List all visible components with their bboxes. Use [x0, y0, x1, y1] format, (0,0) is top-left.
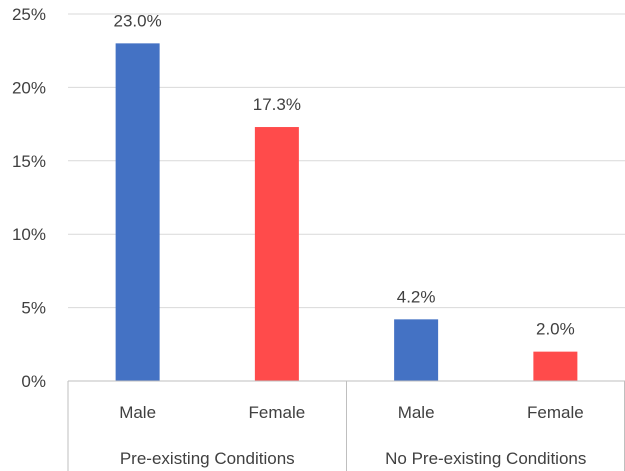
x-category-label: Male: [398, 403, 435, 422]
y-tick-label: 25%: [12, 5, 46, 24]
x-category-label: Female: [249, 403, 306, 422]
gridlines: [68, 13, 625, 309]
data-label: 17.3%: [253, 95, 301, 114]
x-category-label: Male: [119, 403, 156, 422]
y-tick-label: 20%: [12, 78, 46, 97]
bar-female: [254, 127, 299, 381]
y-tick-label: 0%: [21, 372, 46, 391]
bars: [115, 43, 578, 382]
data-labels: 23.0% 17.3% 4.2% 2.0%: [114, 11, 575, 338]
y-tick-label: 5%: [21, 299, 46, 318]
bar-female: [533, 351, 578, 381]
y-axis-ticks: 0% 5% 10% 15% 20% 25%: [12, 5, 46, 391]
y-tick-label: 15%: [12, 152, 46, 171]
data-label: 4.2%: [397, 287, 436, 306]
bar-male: [115, 43, 160, 382]
x-group-label: Pre-existing Conditions: [120, 449, 295, 468]
bar-male: [394, 319, 439, 381]
x-category-label: Female: [527, 403, 584, 422]
x-group-label: No Pre-existing Conditions: [385, 449, 586, 468]
data-label: 23.0%: [114, 11, 162, 30]
y-tick-label: 10%: [12, 225, 46, 244]
x-axis: Male Female Pre-existing Conditions Male Fem…: [67, 380, 625, 471]
data-label: 2.0%: [536, 320, 575, 339]
